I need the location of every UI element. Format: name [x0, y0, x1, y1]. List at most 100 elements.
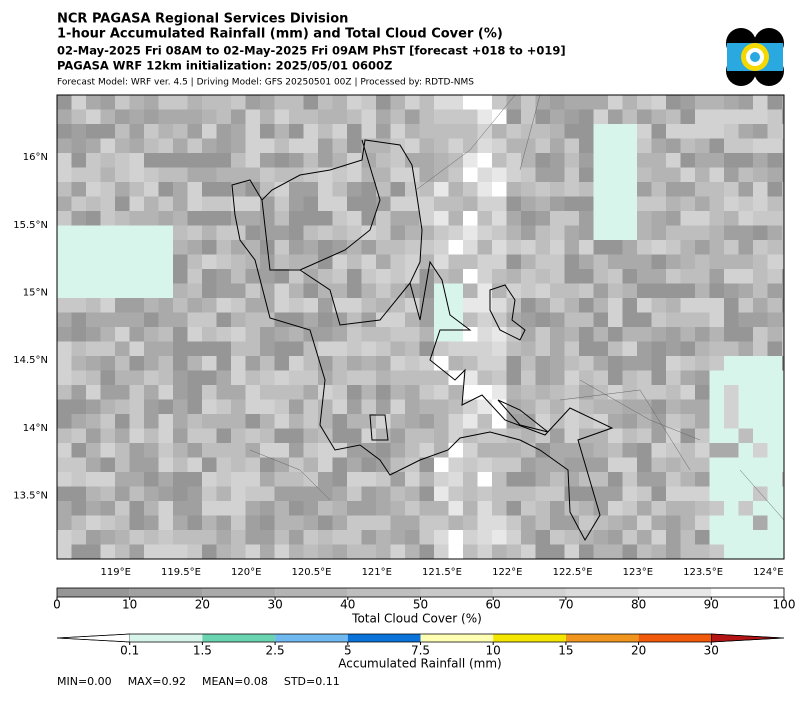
cloud-cell	[318, 124, 333, 139]
coastlines	[231, 139, 614, 542]
cloud-cell	[216, 182, 231, 197]
cloud-cell	[550, 341, 565, 356]
cloud-cell	[289, 327, 304, 342]
cloud-cell	[651, 211, 666, 226]
cloud-cell	[434, 370, 449, 385]
cloud-cell	[463, 211, 478, 226]
cloud-cell	[782, 472, 784, 487]
cloud-cell	[245, 109, 260, 124]
cloud-cell	[666, 370, 681, 385]
cloud-cell	[767, 443, 782, 458]
cloud-cell	[608, 414, 623, 429]
cloud-cell	[303, 428, 318, 443]
cloud-cell	[738, 327, 753, 342]
cloud-cell	[622, 167, 637, 182]
cloud-cell	[376, 428, 391, 443]
cloud-cell	[724, 124, 739, 139]
cloud-cell	[753, 153, 768, 168]
cloud-cell	[144, 327, 159, 342]
cloud-cell	[419, 196, 434, 211]
cloud-tick-label: 0	[53, 598, 61, 612]
cloud-cell	[376, 385, 391, 400]
cloud-cell	[709, 486, 724, 501]
cloud-swatch	[711, 588, 784, 597]
cloud-cell	[695, 472, 710, 487]
cloud-cell	[144, 356, 159, 371]
cloud-cell	[405, 399, 420, 414]
cloud-cell	[419, 254, 434, 269]
cloud-cell	[303, 515, 318, 530]
cloud-cell	[535, 182, 550, 197]
cloud-cell	[477, 530, 492, 545]
cloud-cell	[651, 298, 666, 313]
cloud-cell	[419, 211, 434, 226]
cloud-cell	[477, 399, 492, 414]
cloud-cell	[506, 167, 521, 182]
cloud-cell	[782, 530, 784, 545]
cloud-cell	[303, 283, 318, 298]
cloud-cell	[521, 356, 536, 371]
cloud-cell	[593, 138, 608, 153]
cloud-cell	[405, 124, 420, 139]
cloud-cell	[448, 385, 463, 400]
cloud-cell	[347, 385, 362, 400]
cloud-cell	[651, 269, 666, 284]
cloud-cell	[724, 486, 739, 501]
cloud-cell	[637, 124, 652, 139]
cloud-cell	[695, 515, 710, 530]
cloud-cell	[608, 457, 623, 472]
cloud-cell	[260, 544, 275, 559]
cloud-cell	[289, 225, 304, 240]
cloud-cell	[506, 341, 521, 356]
cloud-cell	[274, 124, 289, 139]
cloud-cell	[695, 138, 710, 153]
cloud-cell	[434, 240, 449, 255]
cloud-cell	[477, 298, 492, 313]
cloud-cell	[115, 182, 130, 197]
cloud-cell	[318, 138, 333, 153]
cloud-cell	[86, 515, 101, 530]
cloud-cell	[448, 95, 463, 110]
cloud-cell	[347, 182, 362, 197]
cloud-tick-label: 70	[558, 598, 573, 612]
cloud-cell	[651, 443, 666, 458]
cloud-cell	[274, 312, 289, 327]
cloud-cell	[158, 457, 173, 472]
cloud-cell	[361, 428, 376, 443]
rain-swatch	[129, 634, 203, 642]
cloud-cell	[651, 254, 666, 269]
cloud-cell	[419, 370, 434, 385]
cloud-cell	[115, 211, 130, 226]
cloud-cell	[361, 269, 376, 284]
cloud-cell	[376, 95, 391, 110]
cloud-cell	[332, 515, 347, 530]
cloud-cell	[274, 385, 289, 400]
cloud-cell	[709, 544, 724, 559]
cloud-cell	[260, 124, 275, 139]
cloud-cell	[260, 443, 275, 458]
cloud-cell	[361, 385, 376, 400]
cloud-cell	[564, 298, 579, 313]
stat: MEAN=0.08	[202, 675, 268, 688]
cloud-cell	[129, 472, 144, 487]
cloud-cell	[158, 385, 173, 400]
cloud-cell	[318, 283, 333, 298]
cloud-cell	[506, 327, 521, 342]
cloud-cell	[71, 269, 86, 284]
cloud-cell	[506, 530, 521, 545]
cloud-cell	[709, 240, 724, 255]
cloud-cell	[753, 240, 768, 255]
cloud-cell	[144, 428, 159, 443]
cloud-cell	[593, 443, 608, 458]
cloud-cell	[390, 153, 405, 168]
cloud-cell	[782, 254, 784, 269]
cloud-tick-label: 20	[195, 598, 210, 612]
cloud-cell	[651, 385, 666, 400]
cloud-cell	[506, 240, 521, 255]
cloud-cell	[86, 254, 101, 269]
cloud-cell	[71, 472, 86, 487]
cloud-cell	[274, 283, 289, 298]
cloud-cell	[593, 225, 608, 240]
cloud-cell	[245, 414, 260, 429]
cloud-cell	[622, 283, 637, 298]
